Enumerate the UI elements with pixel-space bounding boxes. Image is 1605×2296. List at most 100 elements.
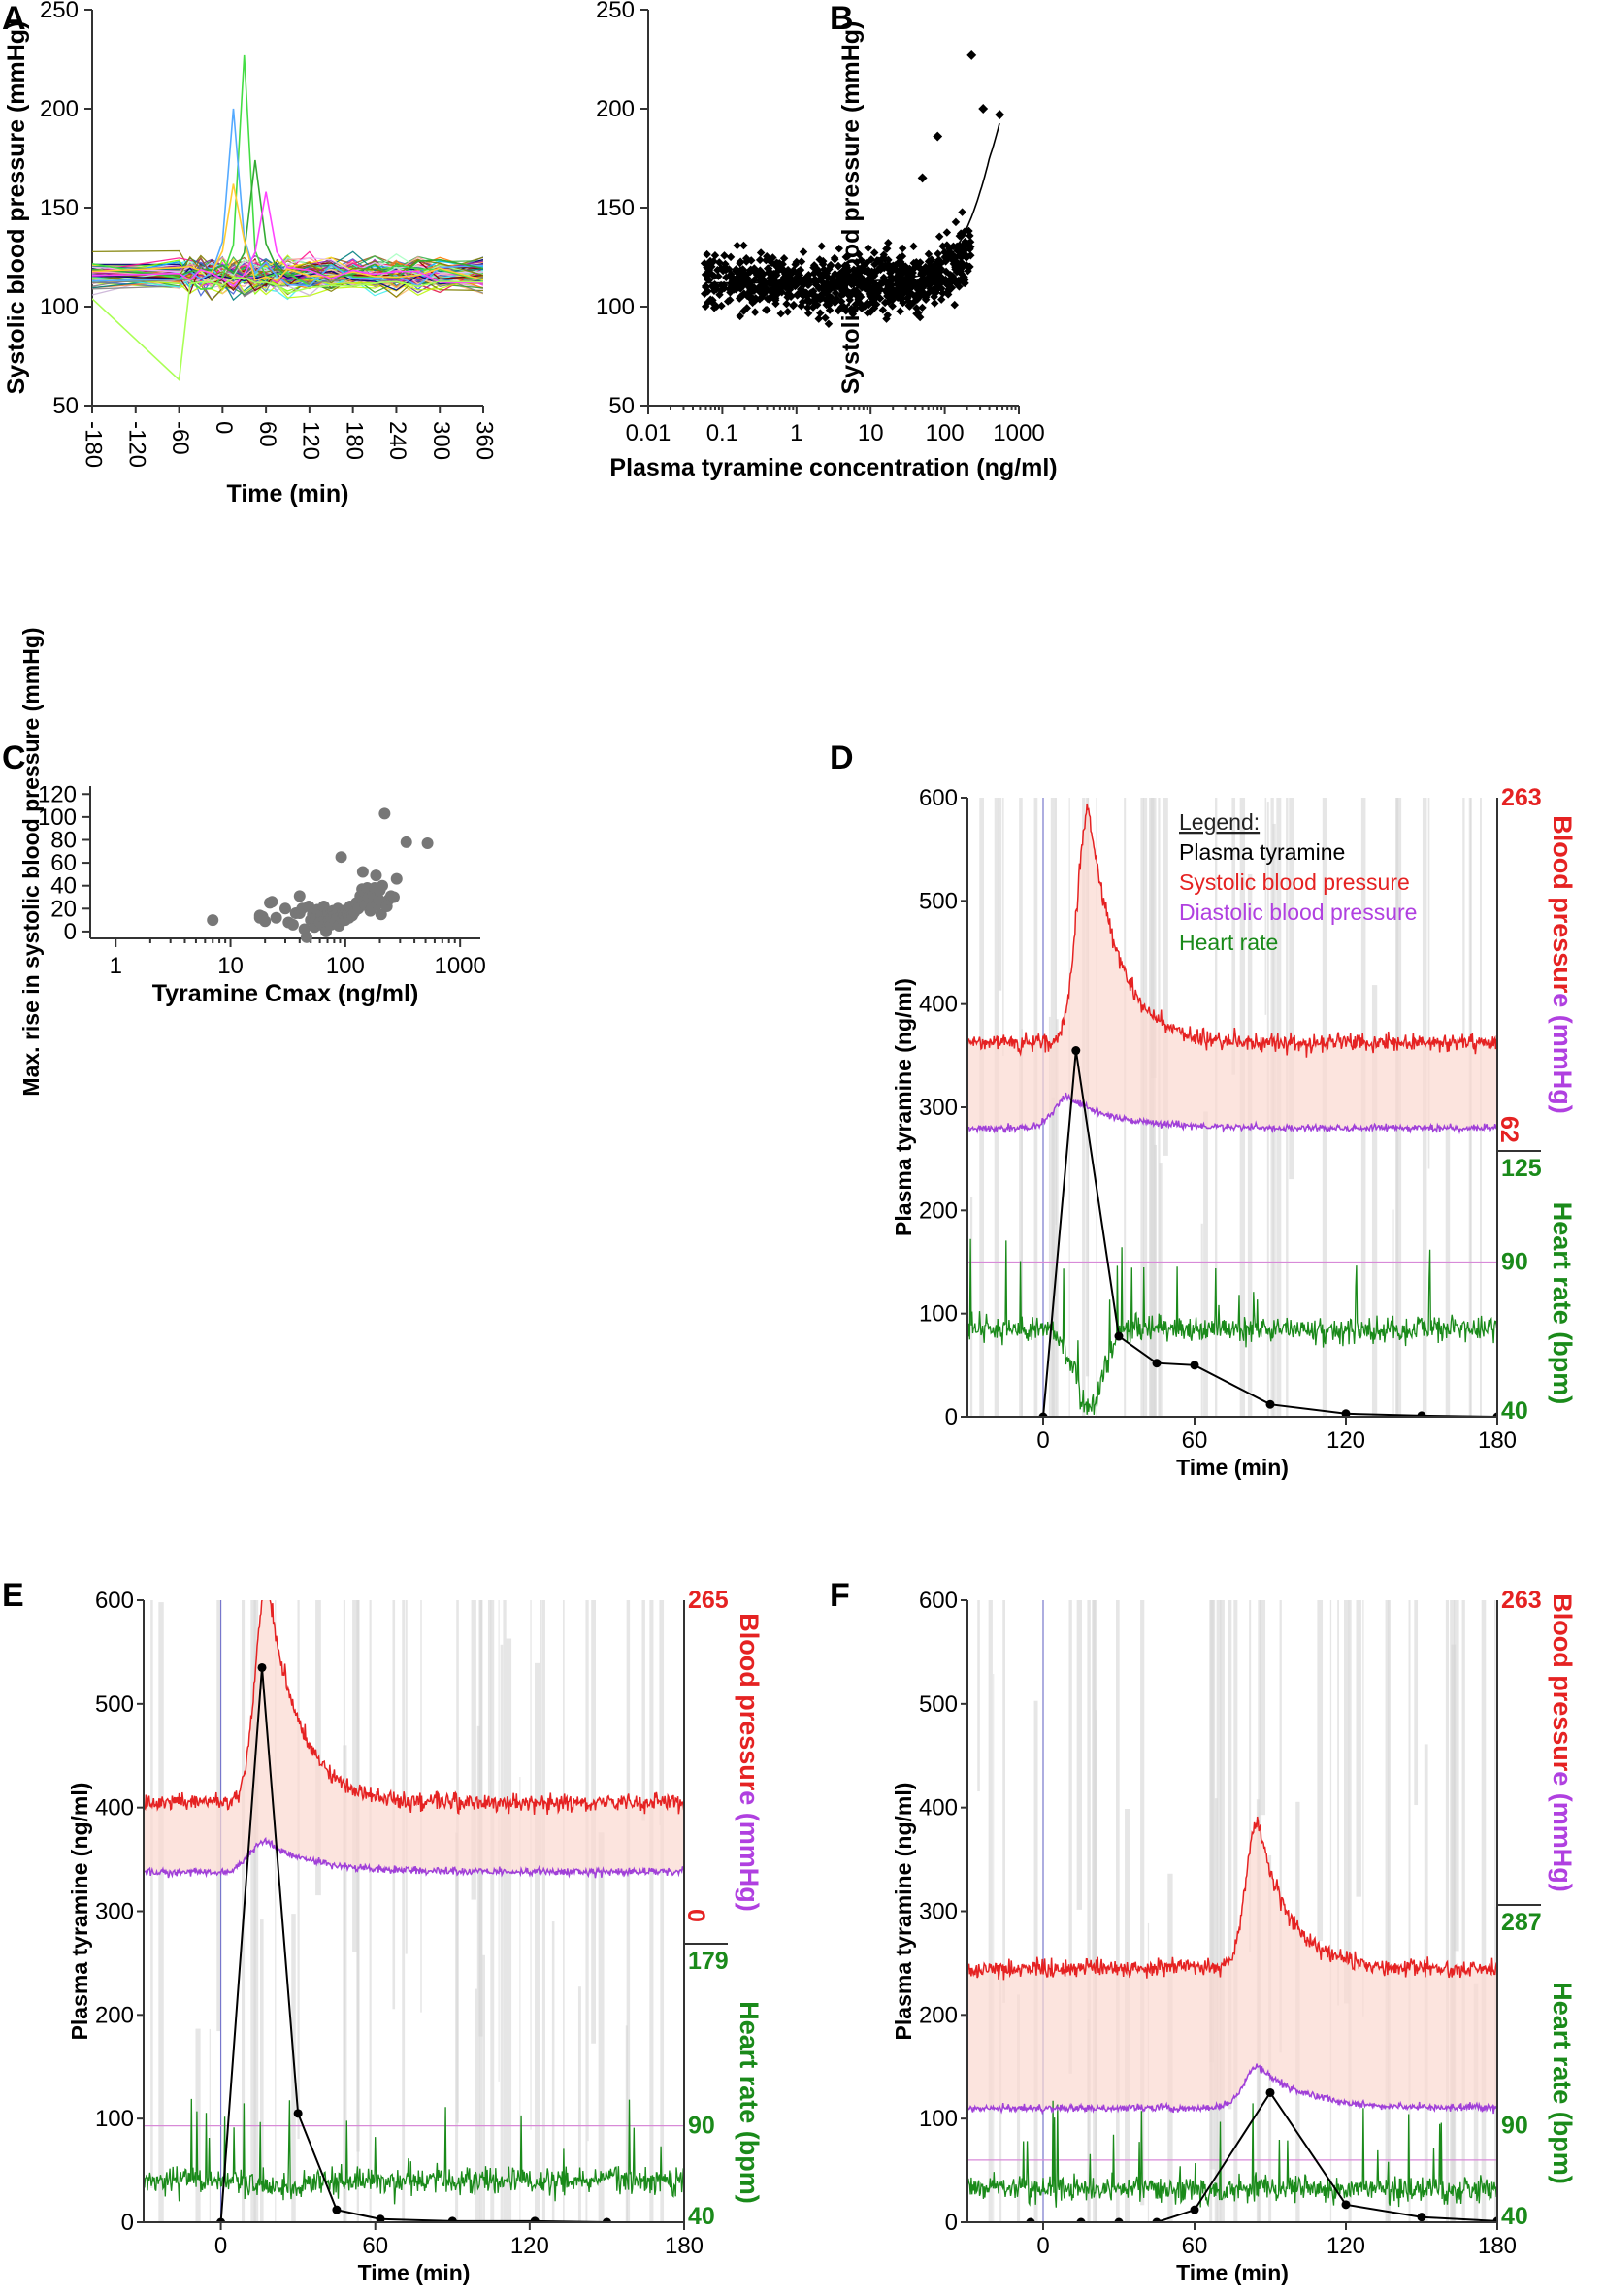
panel-b-x-axis-label: Plasma tyramine concentration (ng/ml): [609, 454, 1057, 481]
panel-e-heart-rate-line: [144, 2098, 684, 2205]
panel-b-point: [846, 279, 856, 287]
panel-e-x-tick-label: 0: [214, 2233, 227, 2259]
panel-b-point: [828, 274, 836, 282]
panel-d-hr-axis-label: Heart rate (bpm): [1548, 1202, 1577, 1405]
panel-d-artifact-bar: [1002, 798, 1004, 1056]
panel-a-series-line: [92, 260, 483, 282]
panel-e-bp-axis-bottom: 0: [682, 1909, 709, 1922]
panel-c-y-axis-label: Max. rise in systolic blood pressure (mm…: [18, 627, 44, 1096]
panel-f-hr-axis-top: 287: [1501, 1909, 1542, 1936]
panel-b-point: [909, 264, 919, 273]
panel-f-artifact-bar: [1002, 1600, 1005, 2003]
panel-b-point: [903, 279, 912, 288]
panel-b-point: [709, 272, 719, 280]
panel-e-x-tick-label: 60: [362, 2233, 388, 2259]
panel-b-point: [747, 293, 757, 303]
panel-b-y-tick-label: 50: [608, 393, 635, 419]
panel-a-low-line: [92, 277, 483, 382]
panel-b-y-axis-label: Systolic blood pressure (mmHg): [837, 21, 865, 395]
panel-d-hr-axis-bottom: 40: [1501, 1397, 1528, 1425]
panel-e-artifact-bar: [500, 1644, 504, 2222]
panel-f-chart: 0 100 200 300 400 500 600 0 60 120 180 Time (min) Pl…: [891, 1587, 1577, 2285]
panel-f-systolic-line: [967, 1816, 1497, 1981]
panel-d-artifact-bar: [1264, 798, 1267, 1015]
panel-b-point: [763, 285, 771, 294]
panel-f-artifact-bar: [1385, 1600, 1391, 2222]
panel-e-artifact-bar: [356, 1600, 360, 2152]
panel-c-point: [370, 869, 382, 882]
panel-b-point: [816, 309, 825, 317]
panel-b-point: [755, 294, 765, 304]
panel-a-x-tick-label: 120: [298, 421, 324, 460]
panel-b-point: [755, 255, 765, 265]
panel-d-artifact-bar: [1159, 1163, 1163, 1417]
panel-b-point: [863, 298, 871, 308]
panel-b-point: [894, 270, 903, 279]
panel-b-point: [821, 313, 830, 322]
panel-b-point: [836, 297, 846, 306]
panel-d-tyramine-point: [1341, 1409, 1351, 1417]
panel-b-point: [785, 291, 794, 300]
panel-b-chart: 50 100 150 200 250 0.01 0.1 1 10 100 1000 Plasma ty…: [596, 0, 1058, 481]
panel-b-point: [762, 255, 770, 265]
panel-f-artifact-bar: [1461, 1600, 1465, 2222]
panel-b-point: [731, 266, 740, 276]
panel-f-artifact-bar: [1140, 1600, 1145, 2206]
panel-b-point: [708, 296, 717, 305]
panel-b-point: [955, 251, 964, 260]
panel-e-artifact-bar: [503, 1600, 507, 2222]
panel-f-artifact-bar: [1076, 1600, 1083, 1910]
panel-b-point: [875, 264, 885, 273]
panel-a-series-line: [92, 267, 483, 291]
panel-b-point: [864, 244, 872, 252]
panel-e-y-tick-label: 400: [95, 1795, 134, 1821]
panel-e-artifact-bar: [297, 1600, 300, 2140]
panel-b-point: [913, 295, 922, 304]
panel-e-artifact-bar: [158, 1602, 164, 2222]
panel-b-point: [702, 282, 710, 292]
panel-f-bp-axis-top: 263: [1501, 1587, 1542, 1614]
panel-d-artifact-bar: [1056, 1019, 1059, 1417]
panel-d-y-axis-label: Plasma tyramine (ng/ml): [891, 978, 916, 1236]
panel-b-point: [746, 265, 755, 274]
panel-f-artifact-bar: [1216, 1600, 1222, 2222]
panel-d-artifact-bar: [1427, 798, 1430, 1169]
panel-b-fit-curve: [705, 122, 1000, 284]
panel-b-point: [703, 249, 711, 259]
panel-d-bp-axis-label: Blood pressure (mmHg): [1548, 815, 1577, 1114]
panel-e-tyramine-line: [219, 1667, 607, 2222]
panel-b-point: [792, 257, 802, 267]
panel-b-point: [772, 258, 781, 267]
panel-b-point: [943, 290, 953, 299]
panel-f-artifact-bar: [1344, 1600, 1350, 2004]
panel-d-y-tick-label: 400: [919, 992, 958, 1018]
panel-b-point: [856, 292, 866, 302]
panel-b-point: [816, 295, 825, 304]
panel-b-point: [794, 271, 802, 280]
panel-b-point: [700, 289, 709, 298]
panel-b-point: [809, 263, 818, 272]
panel-a-x-tick-label: 240: [384, 421, 410, 460]
panel-a-x-tick-label: -60: [167, 421, 193, 455]
panel-b-point: [933, 131, 943, 142]
panel-b-point: [742, 257, 751, 266]
panel-e-artifact-bar: [475, 1988, 477, 2222]
panel-e-diastolic-line: [144, 1836, 684, 1879]
panel-b-point: [750, 308, 760, 316]
panel-d-y-tick-label: 300: [919, 1095, 958, 1121]
panel-b-point: [806, 288, 816, 297]
panel-label-f: F: [830, 1577, 850, 1614]
panel-e-hr-axis-mid: 90: [688, 2113, 715, 2140]
panel-e-y-tick-label: 300: [95, 1899, 134, 1925]
panel-e-artifact-bar: [487, 1600, 492, 1798]
panel-d-x-tick-label: 120: [1327, 1427, 1365, 1454]
panel-d-y-tick-label: 100: [919, 1301, 958, 1328]
panel-b-point: [915, 312, 925, 322]
panel-d-chart: 0 100 200 300 400 500 600 0 60 120 180 Time (min) Pl…: [891, 784, 1577, 1480]
panel-d-bp-band: [967, 804, 1497, 1133]
panel-b-point: [720, 251, 729, 260]
panel-b-point: [789, 300, 799, 310]
panel-f-y-tick-label: 400: [919, 1795, 958, 1821]
panel-e-artifact-bar: [352, 1600, 357, 1952]
panel-f-hr-axis-label: Heart rate (bpm): [1548, 1982, 1577, 2184]
